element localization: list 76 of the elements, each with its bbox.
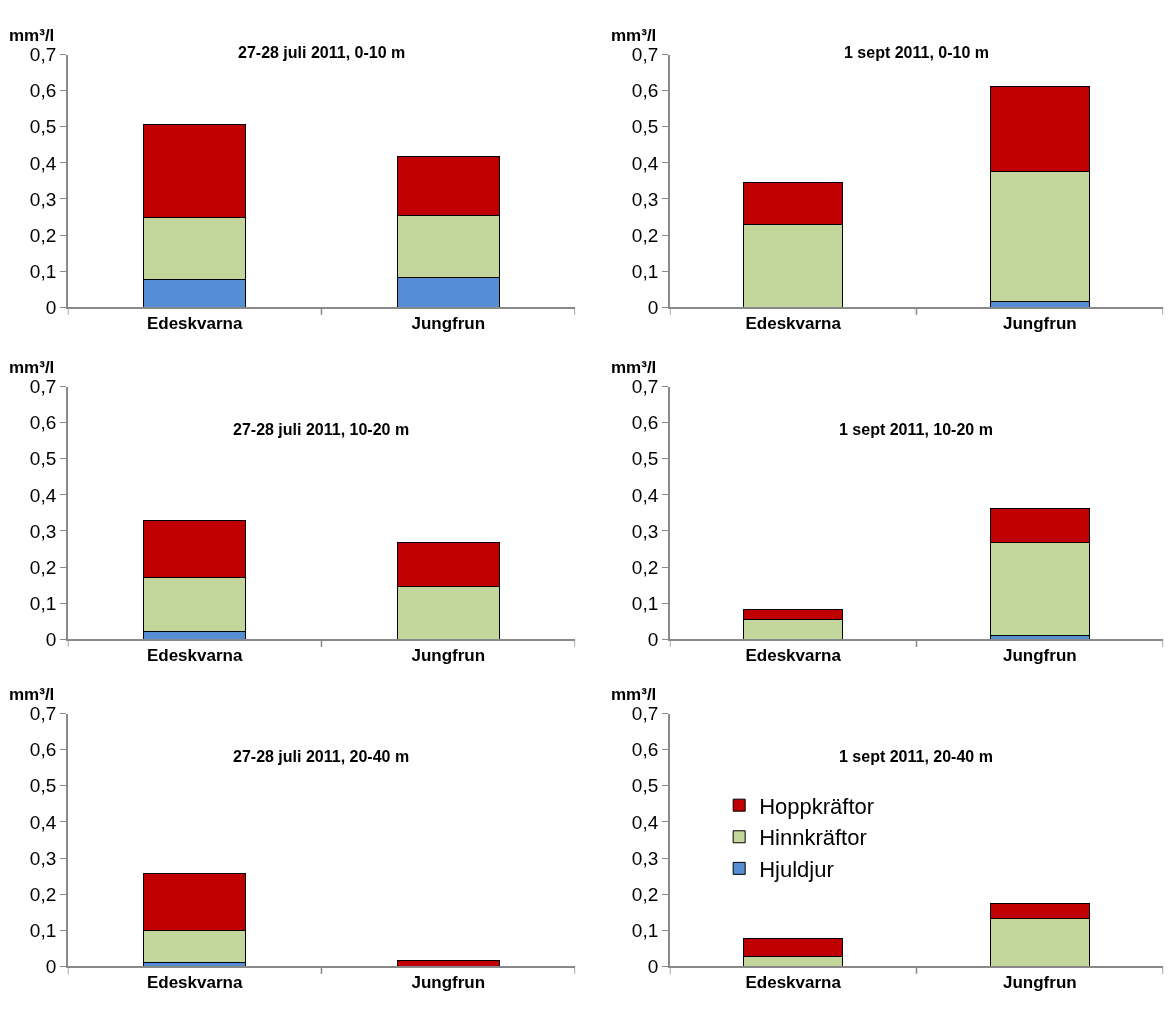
y-tick-label: 0,4 [631, 484, 659, 506]
y-tick-label: 0,2 [29, 556, 57, 578]
y-axis-title: mm³/l [611, 26, 657, 45]
y-tick-label: 0,5 [29, 448, 57, 470]
y-tick-label: 0,5 [631, 116, 659, 138]
y-tick-label: 0,1 [29, 260, 57, 282]
x-tick-label: Jungfrun [411, 314, 486, 334]
y-tick-label: 0,4 [29, 484, 57, 506]
y-tick-label: 0 [647, 628, 659, 650]
y-tick-label: 0,5 [631, 448, 659, 470]
y-axis-title: mm³/l [611, 685, 657, 704]
y-tick-label: 0,4 [631, 152, 659, 174]
y-tick-label: 0 [45, 628, 57, 650]
bar [397, 960, 500, 967]
x-tick-label: Jungfrun [411, 646, 486, 666]
y-tick-label: 0,2 [631, 883, 659, 905]
y-tick-label: 0,6 [631, 739, 659, 761]
y-tick-label: 0,3 [631, 188, 659, 210]
y-tick-label: 0,4 [29, 152, 57, 174]
x-tick-label: Jungfrun [411, 973, 486, 993]
y-tick-label: 0,7 [631, 44, 659, 66]
x-tick-label: Edeskvarna [146, 973, 243, 993]
y-tick-label: 0 [647, 955, 659, 977]
y-tick-label: 0,7 [29, 44, 57, 66]
y-tick-label: 0,2 [29, 883, 57, 905]
y-tick-label: 0,2 [631, 224, 659, 246]
x-tick-label: Jungfrun [1003, 314, 1077, 334]
y-tick-label: 0,3 [29, 188, 57, 210]
y-tick-label: 0,5 [29, 116, 57, 138]
y-tick-label: 0 [45, 296, 57, 318]
y-tick-label: 0,1 [29, 592, 57, 614]
y-axis-title: mm³/l [9, 358, 55, 377]
chart-title: 1 sept 2011, 0-10 m [844, 44, 989, 61]
y-tick-label: 0,7 [631, 703, 659, 725]
y-axis-title: mm³/l [9, 26, 55, 45]
y-tick-label: 0,3 [631, 847, 659, 869]
y-tick-label: 0,6 [631, 412, 659, 434]
y-tick-label: 0,6 [29, 80, 57, 102]
y-tick-label: 0,7 [29, 376, 57, 398]
y-tick-label: 0,3 [631, 520, 659, 542]
x-tick-label: Edeskvarna [146, 646, 243, 666]
y-tick-label: 0,2 [631, 556, 659, 578]
text: 27-28 juli 2011, 10-20 m [233, 421, 410, 438]
y-tick-label: 0,1 [29, 919, 57, 941]
y-tick-label: 0,3 [29, 520, 57, 542]
y-tick-label: 0,3 [29, 847, 57, 869]
x-tick-label: Jungfrun [1003, 646, 1077, 666]
y-axis-title: mm³/l [9, 685, 55, 704]
y-tick-label: 0,6 [29, 412, 57, 434]
y-tick-label: 0,7 [631, 376, 659, 398]
y-tick-label: 0,5 [631, 775, 659, 797]
y-tick-label: 0 [45, 955, 57, 977]
y-axis-title: mm³/l [611, 358, 657, 377]
y-tick-label: 0,4 [631, 811, 659, 833]
legend-label: Hinnkräftor [759, 825, 867, 851]
y-tick-label: 0,1 [631, 592, 659, 614]
y-tick-label: 0 [647, 296, 659, 318]
y-tick-label: 0,6 [631, 80, 659, 102]
x-tick-label: Jungfrun [1003, 973, 1077, 993]
chart-title: 27-28 juli 2011, 0-10 m [238, 44, 406, 61]
y-tick-label: 0,5 [29, 775, 57, 797]
text: 27-28 juli 2011, 20-40 m [233, 748, 410, 765]
x-tick-label: Edeskvarna [146, 314, 243, 334]
text: 1 sept 2011, 10-20 m [839, 421, 993, 438]
y-tick-label: 0,2 [29, 224, 57, 246]
legend-label: Hjuldjur [759, 856, 834, 882]
x-tick-label: Edeskvarna [745, 973, 842, 993]
y-tick-label: 0,1 [631, 919, 659, 941]
y-tick-label: 0,4 [29, 811, 57, 833]
x-tick-label: Edeskvarna [745, 646, 842, 666]
y-tick-label: 0,6 [29, 739, 57, 761]
x-tick-label: Edeskvarna [745, 314, 842, 334]
text: 1 sept 2011, 20-40 m [839, 748, 993, 765]
legend-label: Hoppkräftor [759, 793, 875, 819]
y-tick-label: 0,1 [631, 260, 659, 282]
y-tick-label: 0,7 [29, 703, 57, 725]
